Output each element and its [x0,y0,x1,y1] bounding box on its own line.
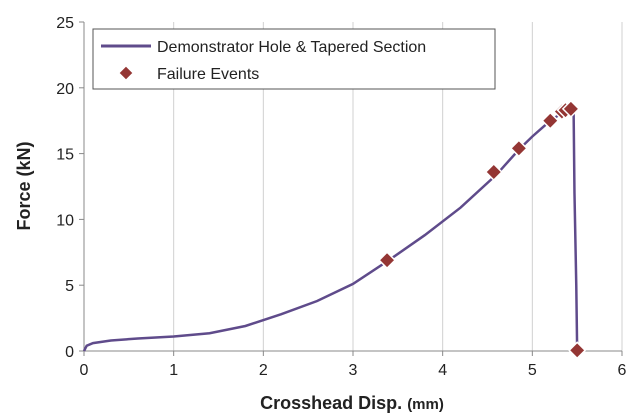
x-axis-label: Crosshead Disp. [260,393,402,413]
data-point [378,251,397,270]
legend-label: Failure Events [157,66,259,83]
data-point [509,139,528,158]
y-tick-label: 10 [56,212,74,229]
x-tick-label: 6 [618,362,627,379]
legend-box [92,28,496,90]
legend-label: Demonstrator Hole & Tapered Section [157,39,426,56]
x-tick-label: 1 [169,362,178,379]
x-tick-label: 3 [349,362,358,379]
y-tick-label: 25 [56,15,74,32]
data-point [484,162,503,182]
y-tick-label: 20 [56,81,74,98]
y-axis-title: Force (kN) [14,141,34,230]
x-tick-label: 4 [438,362,447,379]
y-tick-label: 0 [65,344,74,361]
x-tick-label: 5 [528,362,537,379]
y-tick-label: 5 [65,278,74,295]
data-point [541,111,560,130]
y-tick-label: 15 [56,147,74,164]
data-point [561,99,580,118]
x-tick-label: 2 [259,362,268,379]
legend-swatch [118,65,134,81]
data-point [568,341,587,360]
x-axis-unit: (mm) [407,396,444,413]
x-axis-title: Crosshead Disp. (mm) [260,393,444,413]
x-tick-label: 0 [80,362,89,379]
data-line [82,105,579,352]
